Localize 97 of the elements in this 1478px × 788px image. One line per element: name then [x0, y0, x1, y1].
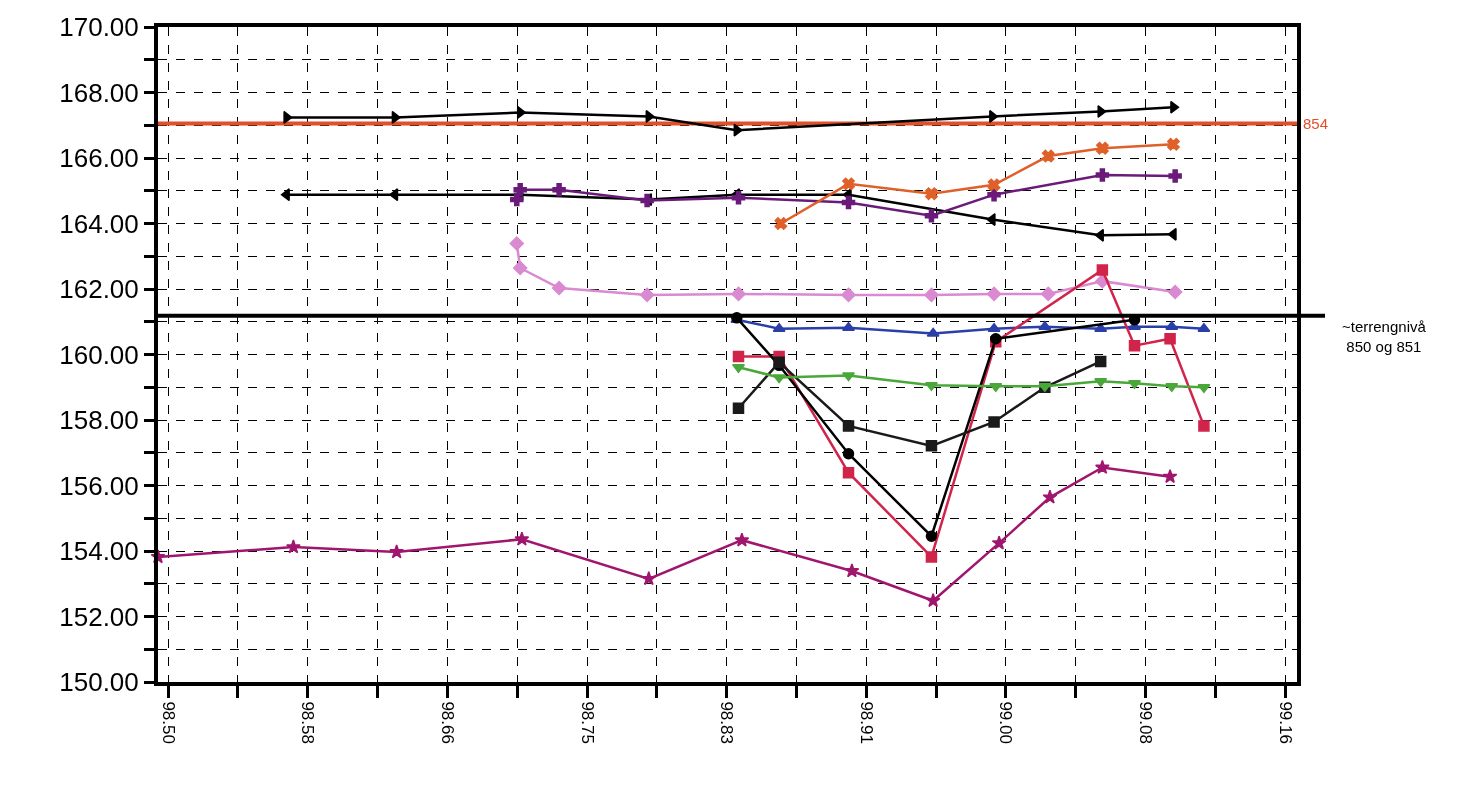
ref-line-label: ~terrengnivå 850 og 851 — [1342, 318, 1427, 355]
x-tick-label: 98.58 — [298, 701, 318, 744]
y-tick-label: 164.00 — [59, 208, 139, 239]
point — [389, 544, 405, 559]
point — [1198, 420, 1210, 432]
point — [733, 123, 743, 137]
point — [988, 416, 1000, 428]
x-tick-label: 99.08 — [1136, 701, 1156, 744]
point — [1168, 169, 1182, 183]
point — [1162, 468, 1178, 484]
point — [516, 105, 526, 119]
point — [842, 447, 855, 460]
point — [734, 532, 750, 547]
point — [1095, 168, 1110, 182]
y-tick-label: 156.00 — [59, 470, 139, 501]
point — [731, 286, 746, 302]
point — [926, 327, 940, 337]
x-tick-label: 98.91 — [856, 701, 876, 744]
point — [1197, 322, 1211, 332]
x-tick-label: 98.50 — [158, 701, 178, 744]
point — [925, 440, 938, 452]
x-tick-label: 98.66 — [437, 701, 457, 744]
x-tick-label: 98.83 — [717, 701, 737, 744]
y-tick-label: 166.00 — [59, 143, 139, 174]
point — [989, 109, 999, 123]
point — [986, 286, 1002, 302]
point — [842, 466, 855, 479]
point — [842, 420, 855, 432]
point — [772, 374, 786, 384]
point — [844, 563, 860, 578]
point — [925, 593, 941, 608]
point — [924, 208, 939, 223]
point — [925, 530, 938, 543]
point — [772, 322, 786, 332]
x-tick-label: 99.16 — [1275, 701, 1295, 744]
point — [1042, 489, 1058, 504]
point — [1128, 339, 1141, 352]
y-tick-label: 152.00 — [59, 601, 139, 632]
point — [1164, 333, 1176, 345]
point — [1094, 228, 1104, 242]
y-tick-label: 158.00 — [59, 405, 139, 436]
y-tick-label: 150.00 — [59, 667, 139, 698]
point — [731, 190, 746, 205]
point — [987, 178, 1001, 192]
point — [509, 236, 525, 251]
point — [513, 183, 527, 197]
point — [283, 110, 293, 124]
point — [991, 535, 1007, 550]
series-label: 854 — [1303, 115, 1329, 132]
point — [641, 571, 657, 586]
point — [391, 110, 401, 124]
point — [925, 187, 938, 201]
point — [1170, 100, 1180, 114]
point — [280, 188, 290, 202]
point — [389, 188, 399, 202]
y-tick-label: 162.00 — [59, 274, 139, 305]
point — [925, 551, 938, 563]
point — [1165, 383, 1179, 393]
point — [924, 382, 938, 392]
point — [987, 187, 1001, 202]
point — [645, 109, 655, 123]
point — [842, 177, 855, 191]
point — [841, 195, 856, 210]
point — [510, 192, 524, 207]
y-tick-label: 160.00 — [59, 339, 139, 370]
point — [1040, 286, 1056, 302]
point — [1096, 264, 1109, 276]
point — [512, 260, 528, 276]
point — [1167, 284, 1183, 300]
x-tick-label: 98.75 — [577, 701, 597, 744]
point — [1094, 378, 1108, 388]
point — [1041, 149, 1055, 163]
x-tick-label: 99.00 — [996, 701, 1016, 744]
y-tick-label: 168.00 — [59, 77, 139, 108]
point — [1165, 320, 1179, 330]
point — [924, 287, 939, 303]
point — [1128, 380, 1142, 390]
point — [514, 531, 530, 546]
y-tick-label: 154.00 — [59, 536, 139, 567]
point — [551, 280, 567, 296]
point — [285, 539, 301, 554]
point — [1038, 320, 1052, 330]
point — [986, 213, 996, 227]
point — [989, 383, 1003, 393]
point — [1095, 141, 1109, 155]
y-tick-label: 170.00 — [59, 12, 139, 43]
point — [732, 402, 745, 414]
point — [841, 287, 856, 303]
point — [987, 322, 1001, 332]
point — [1094, 459, 1110, 474]
point — [732, 350, 745, 363]
point — [639, 287, 655, 303]
point — [552, 183, 566, 197]
point — [1167, 227, 1177, 241]
point — [1094, 355, 1107, 368]
point — [1167, 137, 1180, 151]
point — [774, 217, 788, 230]
